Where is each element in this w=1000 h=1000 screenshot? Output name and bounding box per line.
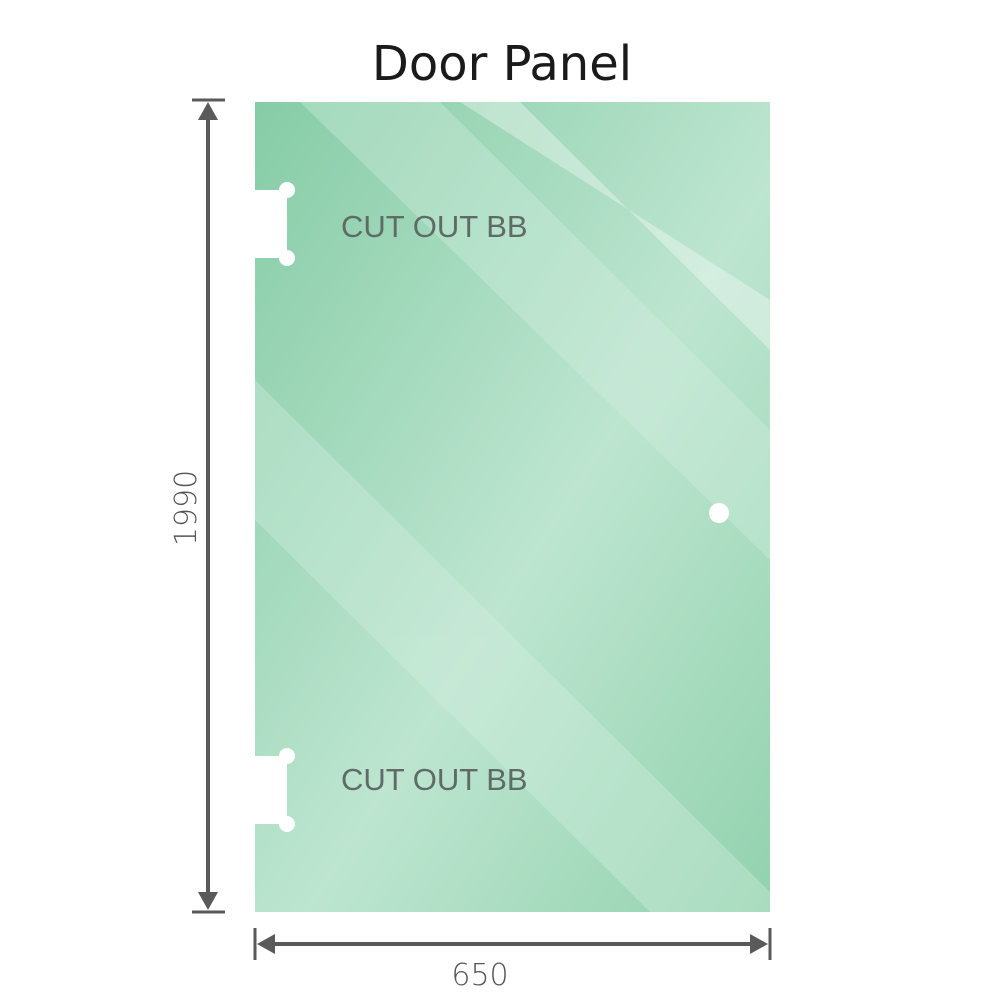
height-label: 1990 — [169, 470, 204, 546]
cutout-label-top: CUT OUT BB — [341, 209, 528, 244]
cutout-top — [255, 182, 295, 266]
cutout-label-bottom: CUT OUT BB — [341, 762, 528, 797]
height-dimension — [192, 98, 225, 914]
width-dimension — [253, 928, 772, 960]
width-label: 650 — [451, 958, 508, 993]
cutout-bottom — [255, 748, 295, 832]
diagram-title: Door Panel — [372, 36, 632, 92]
handle-hole — [709, 503, 729, 523]
glass-panel — [255, 102, 770, 912]
